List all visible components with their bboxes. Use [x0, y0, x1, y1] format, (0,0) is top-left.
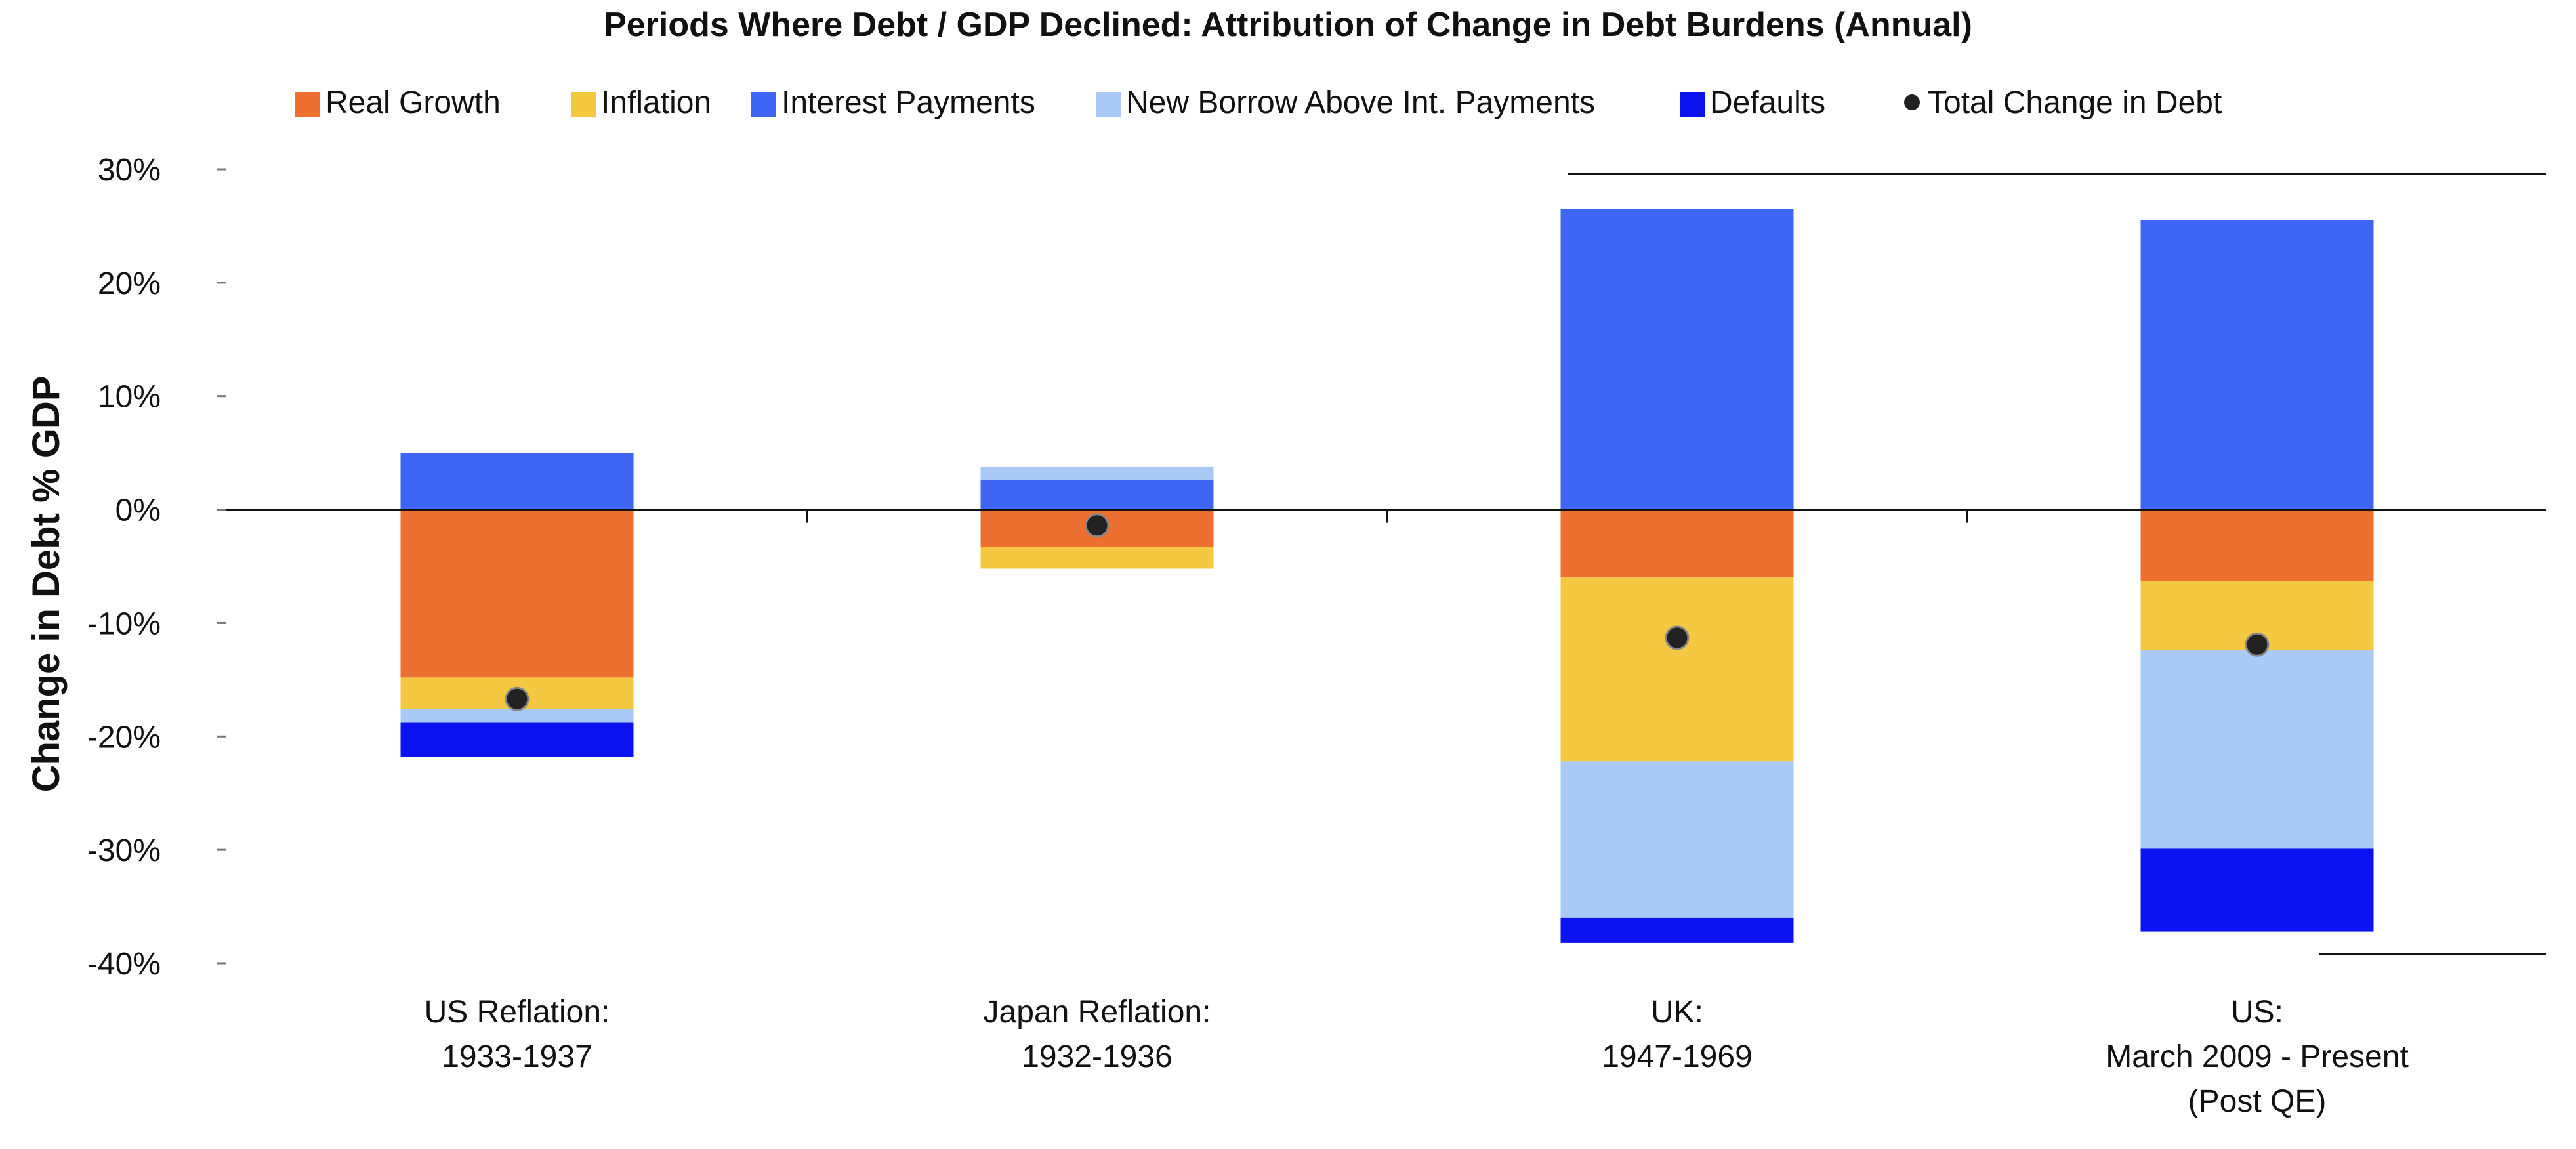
- y-tick-label: 10%: [98, 380, 161, 415]
- bar-segment: [2140, 220, 2374, 510]
- bar-segment: [2140, 650, 2374, 849]
- y-tick-label: 0%: [115, 493, 161, 528]
- legend-item: Interest Payments: [751, 85, 1035, 120]
- legend-label: Interest Payments: [781, 85, 1035, 120]
- legend-swatch: [571, 92, 596, 117]
- total-change-marker: [1665, 625, 1690, 650]
- legend-item: Inflation: [571, 85, 711, 120]
- bar-segment: [1560, 761, 1794, 918]
- y-axis: 30% 20% 10% 0% -10% -20% -30% -40%: [87, 153, 226, 982]
- bar-segment: [1560, 577, 1794, 762]
- legend-swatch: [1680, 92, 1705, 117]
- x-category-label: Japan Reflation: 1932-1936: [984, 995, 1211, 1074]
- total-change-marker: [505, 686, 530, 711]
- y-tick-label: -20%: [87, 720, 161, 755]
- legend-item: Defaults: [1680, 85, 1825, 120]
- legend-label: Inflation: [601, 85, 711, 120]
- x-axis: US Reflation: 1933-1937 Japan Reflation: 19…: [425, 995, 2409, 1119]
- bar-segment: [1560, 917, 1794, 943]
- total-change-marker: [1085, 513, 1110, 538]
- bar-segment: [1560, 209, 1794, 510]
- legend-label: Real Growth: [325, 85, 501, 120]
- bar-segment: [400, 509, 634, 678]
- legend-swatch: [1096, 92, 1121, 117]
- legend-label: Defaults: [1710, 85, 1825, 120]
- legend: Real Growth Inflation Interest Payments New…: [295, 85, 2222, 120]
- chart-title: Periods Where Debt / GDP Declined: Attri…: [604, 6, 1972, 44]
- bar-segment: [980, 466, 1214, 480]
- bar-segment: [980, 480, 1214, 510]
- legend-swatch: [751, 92, 776, 117]
- legend-marker: [1904, 94, 1920, 110]
- y-tick-label: -30%: [87, 833, 161, 868]
- x-category-label-line: 1933-1937: [442, 1039, 592, 1074]
- x-category-label-line: March 2009 - Present: [2106, 1039, 2409, 1074]
- y-tick-label: 30%: [98, 153, 161, 188]
- bar-segment: [2140, 848, 2374, 932]
- x-category-label-line: UK:: [1651, 995, 1703, 1030]
- x-category-label: US: March 2009 - Present (Post QE): [2106, 995, 2409, 1119]
- legend-item: New Borrow Above Int. Payments: [1096, 85, 1595, 120]
- x-category-label-line: 1947-1969: [1602, 1039, 1753, 1074]
- x-category-label-line: US Reflation:: [425, 995, 610, 1030]
- x-category-label-line: 1932-1936: [1022, 1039, 1173, 1074]
- x-category-label: US Reflation: 1933-1937: [425, 995, 610, 1074]
- total-change-marker: [2245, 632, 2270, 657]
- y-tick-label: -40%: [87, 947, 161, 982]
- bar-segment: [2140, 509, 2374, 581]
- y-tick-label: 20%: [98, 266, 161, 301]
- x-category-label-line: US:: [2231, 995, 2283, 1030]
- plot-area: [226, 173, 2546, 955]
- bar-segment: [400, 709, 634, 723]
- legend-item: Real Growth: [295, 85, 501, 120]
- bar-segment: [980, 547, 1214, 569]
- legend-item: Total Change in Debt: [1904, 85, 2222, 120]
- legend-swatch: [295, 92, 320, 117]
- bar-segment: [400, 453, 634, 510]
- x-category-label-line: Japan Reflation:: [984, 995, 1211, 1030]
- legend-label: Total Change in Debt: [1928, 85, 2222, 120]
- x-category-label: UK: 1947-1969: [1602, 995, 1753, 1074]
- y-axis-label: Change in Debt % GDP: [25, 376, 68, 793]
- bar-segment: [1560, 509, 1794, 578]
- y-tick-label: -10%: [87, 606, 161, 641]
- x-category-label-line: (Post QE): [2188, 1084, 2327, 1119]
- bar-segment: [400, 722, 634, 757]
- legend-label: New Borrow Above Int. Payments: [1126, 85, 1595, 120]
